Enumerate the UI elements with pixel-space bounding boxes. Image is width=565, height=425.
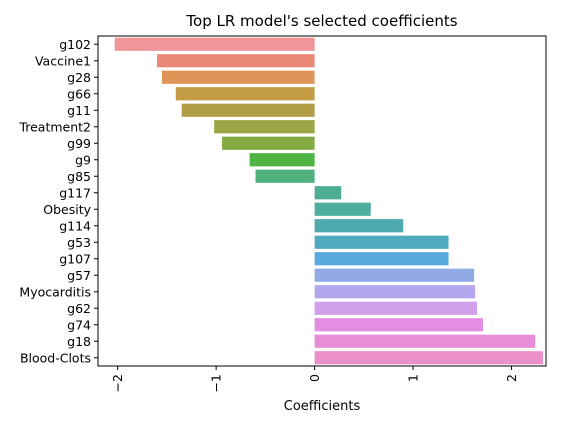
bar-blood-clots [314,351,544,365]
bar-g117 [314,186,342,200]
x-ticks: −2 −1 0 1 2 [110,366,519,392]
y-tick-label: g85 [67,169,91,184]
y-tick-label: Obesity [43,202,91,217]
y-tick-label: Blood-Clots [20,350,91,365]
bars [114,37,544,365]
y-tick-label: g18 [67,334,91,349]
bar-vaccine1 [157,54,315,68]
y-tick-label: g62 [67,301,91,316]
bar-treatment2 [214,120,315,134]
y-tick-label: g99 [67,136,91,151]
y-tick-label: g117 [59,185,91,200]
bar-g11 [181,103,315,117]
bar-g66 [175,87,315,101]
x-tick-label: 1 [406,374,421,382]
y-tick-label: g74 [67,317,91,332]
y-tick-label: g66 [67,86,91,101]
y-tick-label: Myocarditis [19,284,91,299]
bar-g85 [255,169,315,183]
y-tick-labels: g102Vaccine1g28g66g11Treatment2g99g9g85g… [18,37,98,365]
bar-obesity [314,202,371,216]
bar-g114 [314,219,404,233]
y-tick-label: g53 [67,235,91,250]
bar-g62 [314,301,478,315]
x-tick-label: −2 [110,374,125,392]
bar-g9 [249,153,315,167]
y-tick-label: g9 [75,152,91,167]
bar-g18 [314,334,536,348]
x-tick-label: −1 [209,374,224,392]
chart-title: Top LR model's selected coefficients [185,12,457,30]
y-tick-label: g114 [59,218,91,233]
bar-g102 [114,37,315,51]
bar-myocarditis [314,285,476,299]
bar-g74 [314,318,483,332]
x-tick-label: 2 [504,374,519,382]
plot-frame [97,35,547,367]
bar-g57 [314,268,475,282]
y-tick-label: g107 [59,251,91,266]
y-tick-label: g11 [67,103,91,118]
x-axis-label: Coefficients [284,399,361,414]
x-tick-label: 0 [307,374,322,382]
y-tick-label: g57 [67,268,91,283]
y-tick-label: Vaccine1 [35,53,91,68]
y-tick-label: g28 [67,70,91,85]
y-tick-label: g102 [59,37,91,52]
bar-g107 [314,252,449,266]
bar-g53 [314,235,449,249]
bar-g99 [222,136,315,150]
y-tick-label: Treatment2 [18,119,91,134]
bar-g28 [162,70,315,84]
